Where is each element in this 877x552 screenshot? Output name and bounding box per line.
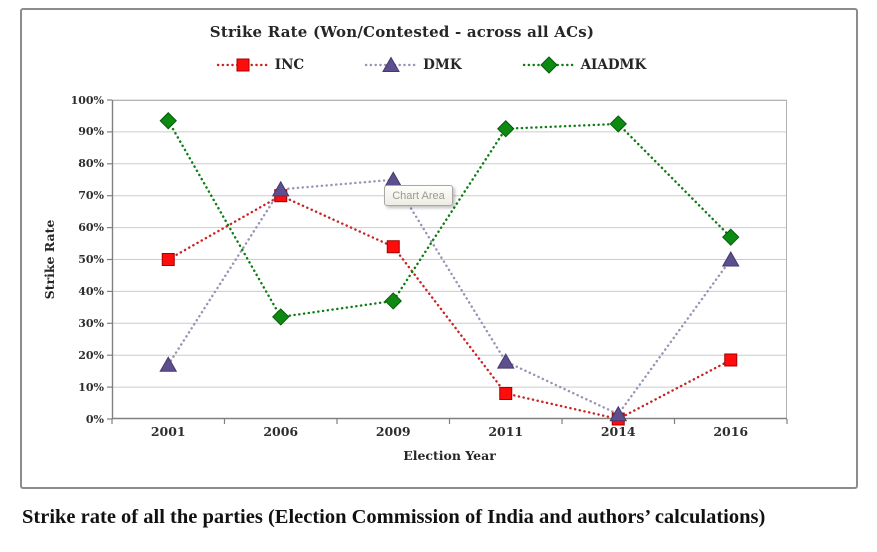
- legend-item-aiadmk[interactable]: AIADMK: [522, 56, 647, 74]
- x-tick-label: 2011: [488, 424, 524, 439]
- x-axis-labels: 2001 2006 2009 2011 2014 2016: [112, 424, 787, 440]
- caption: Strike rate of all the parties (Election…: [22, 506, 766, 528]
- x-tick-label: 2006: [263, 424, 299, 439]
- y-axis-labels: 0% 10% 20% 30% 40% 50% 60% 70% 80% 90% 100%: [52, 94, 104, 426]
- legend-label-aiadmk: AIADMK: [580, 57, 647, 73]
- legend-label-inc: INC: [274, 57, 305, 73]
- dmk-series-swatch-icon: [364, 56, 418, 73]
- legend-item-inc[interactable]: INC: [216, 57, 305, 73]
- chart-title: Strike Rate (Won/Contested - across all …: [209, 23, 595, 41]
- legend: INC DMK AIADMK: [22, 56, 842, 74]
- chart-area-tooltip: Chart Area: [384, 185, 453, 206]
- y-tick-label: 10%: [78, 380, 104, 394]
- x-tick-label: 2014: [600, 424, 636, 439]
- y-tick-label: 80%: [78, 157, 104, 171]
- legend-label-dmk: DMK: [423, 57, 462, 73]
- y-tick-label: 20%: [78, 348, 104, 362]
- x-axis-title: Election Year: [403, 448, 496, 463]
- y-tick-label: 40%: [78, 284, 104, 298]
- y-tick-label: 30%: [78, 316, 104, 330]
- legend-item-dmk[interactable]: DMK: [364, 56, 462, 73]
- x-tick-label: 2001: [150, 424, 186, 439]
- y-tick-label: 90%: [78, 125, 104, 139]
- y-tick-label: 50%: [78, 253, 104, 266]
- chart-frame[interactable]: Strike Rate (Won/Contested - across all …: [20, 8, 858, 489]
- y-tick-label: 60%: [78, 221, 104, 235]
- aiadmk-series-swatch-icon: [522, 56, 575, 74]
- x-tick-label: 2016: [713, 424, 749, 439]
- y-tick-label: 0%: [85, 412, 104, 426]
- inc-series-swatch-icon: [216, 57, 269, 73]
- x-tick-label: 2009: [375, 424, 411, 439]
- y-tick-label: 70%: [78, 189, 104, 203]
- y-tick-label: 100%: [70, 93, 104, 107]
- plot-area[interactable]: [107, 99, 788, 426]
- y-axis-title: Strike Rate: [42, 219, 57, 300]
